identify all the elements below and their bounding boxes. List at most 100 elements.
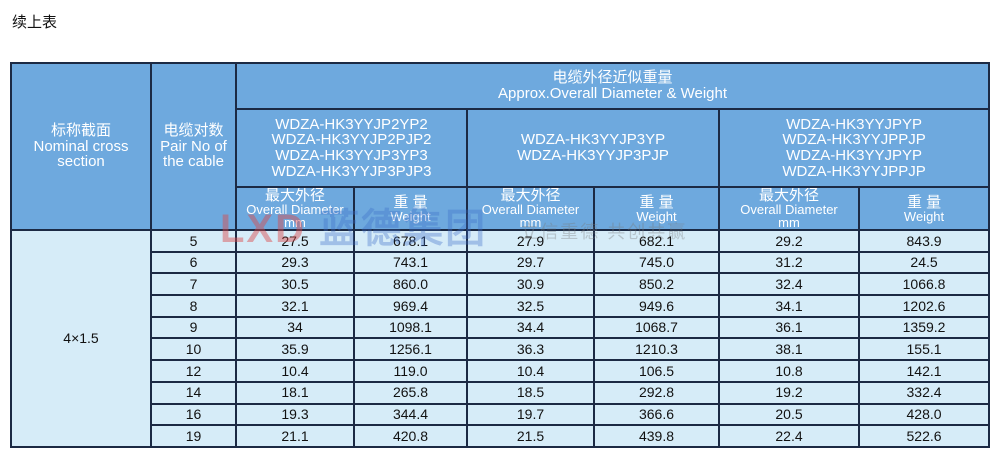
pair-count: 12 <box>150 359 237 383</box>
model-name: WDZA-HK3YYJP3YP3 <box>275 147 428 164</box>
weight-3: 155.1 <box>857 337 991 362</box>
diameter-3: 20.5 <box>718 402 860 427</box>
diameter-3: 36.1 <box>718 315 860 340</box>
weight-2: 439.8 <box>593 424 720 448</box>
weight-1: 969.4 <box>353 294 468 318</box>
table-caption: 续上表 <box>12 14 58 31</box>
diameter-2: 27.9 <box>466 229 595 253</box>
diameter-cn: 最大外径 <box>500 187 561 204</box>
model-name: WDZA-HK3YYJPYP <box>786 147 922 164</box>
table-row: 4×1.5 5 27.5 678.1 27.9 682.1 29.2 843.9 <box>10 229 991 448</box>
weight-3: 142.1 <box>857 359 991 383</box>
weight-1: 1098.1 <box>353 315 468 340</box>
weight-1: 678.1 <box>353 229 468 253</box>
diameter-en: Overall Diameter <box>246 202 344 217</box>
weight-2: 1068.7 <box>593 315 720 340</box>
diameter-1: 29.3 <box>235 250 355 275</box>
diameter-2: 21.5 <box>466 424 595 448</box>
header-weight: 重 量 Weight <box>857 186 991 231</box>
table-row: 8 32.1 969.4 32.5 949.6 34.1 1202.6 <box>11 294 991 318</box>
diameter-1: 30.5 <box>235 272 355 297</box>
weight-en: Weight <box>636 208 677 224</box>
model-group-2: WDZA-HK3YYJP3YP WDZA-HK3YYJP3PJP <box>466 108 720 188</box>
weight-en: Weight <box>390 208 431 224</box>
pair-count: 8 <box>150 294 237 318</box>
model-name: WDZA-HK3YYJPPJP <box>782 162 926 180</box>
table-row: 12 10.4 119.0 10.4 106.5 10.8 142.1 <box>11 359 991 383</box>
header-weight: 重 量 Weight <box>353 186 468 231</box>
diameter-1: 10.4 <box>235 359 355 383</box>
diameter-unit: mm <box>284 215 306 230</box>
table-row: 19 21.1 420.8 21.5 439.8 22.4 522.6 <box>11 424 991 448</box>
weight-3: 1359.2 <box>857 315 991 340</box>
weight-1: 420.8 <box>353 424 468 448</box>
section-en: Nominal cross section <box>33 137 129 171</box>
group-cn: 电缆外径近似重量 <box>552 69 673 87</box>
table-row: 14 18.1 265.8 18.5 292.8 19.2 332.4 <box>11 380 991 405</box>
weight-3: 24.5 <box>857 250 991 275</box>
diameter-3: 19.2 <box>718 380 860 405</box>
diameter-unit: mm <box>519 215 542 230</box>
diameter-2: 34.4 <box>466 315 595 340</box>
diameter-en: Overall Diameter <box>740 202 838 217</box>
pair-count: 10 <box>150 337 237 362</box>
diameter-2: 32.5 <box>466 294 595 318</box>
weight-2: 682.1 <box>593 229 720 253</box>
weight-2: 292.8 <box>593 380 720 405</box>
model-name: WDZA-HK3YYJPPJP <box>782 131 926 149</box>
weight-2: 1210.3 <box>593 337 720 362</box>
weight-1: 1256.1 <box>353 337 468 362</box>
weight-3: 332.4 <box>857 380 991 405</box>
section-cn: 标称截面 <box>50 121 111 139</box>
section-value: 4×1.5 <box>10 229 152 448</box>
weight-3: 428.0 <box>857 402 991 427</box>
weight-cn: 重 量 <box>906 193 942 211</box>
diameter-2: 10.4 <box>466 359 595 383</box>
diameter-3: 32.4 <box>718 272 860 297</box>
table-row: 9 34 1098.1 34.4 1068.7 36.1 1359.2 <box>11 315 991 340</box>
diameter-1: 32.1 <box>235 294 355 318</box>
diameter-cn: 最大外径 <box>758 187 819 204</box>
weight-3: 843.9 <box>857 229 991 253</box>
header-diameter: 最大外径 Overall Diameter mm <box>718 186 860 231</box>
diameter-1: 34 <box>235 315 355 340</box>
weight-3: 1066.8 <box>857 272 991 297</box>
weight-2: 949.6 <box>593 294 720 318</box>
diameter-cn: 最大外径 <box>264 187 325 204</box>
model-name: WDZA-HK3YYJP3YP <box>520 131 666 149</box>
pair-count: 5 <box>150 229 237 253</box>
header-pair: 电缆对数 Pair No of the cable <box>150 62 237 231</box>
weight-2: 745.0 <box>593 250 720 275</box>
diameter-1: 35.9 <box>235 337 355 362</box>
table-row: 10 35.9 1256.1 36.3 1210.3 38.1 155.1 <box>11 337 991 362</box>
model-name: WDZA-HK3YYJP3PJP <box>517 147 669 164</box>
model-group-1: WDZA-HK3YYJP2YP2 WDZA-HK3YYJP2PJP2 WDZA-HK… <box>235 108 468 188</box>
diameter-unit: mm <box>778 215 800 230</box>
diameter-3: 22.4 <box>718 424 860 448</box>
header-group: 电缆外径近似重量 Approx.Overall Diameter & Weigh… <box>234 62 991 110</box>
pair-count: 16 <box>150 402 237 427</box>
diameter-en: Overall Diameter <box>481 202 580 217</box>
weight-2: 106.5 <box>593 359 720 383</box>
model-name: WDZA-HK3YYJPYP <box>786 115 922 133</box>
pair-count: 9 <box>150 315 237 340</box>
diameter-3: 38.1 <box>718 337 860 362</box>
diameter-2: 30.9 <box>466 272 595 297</box>
diameter-3: 31.2 <box>718 250 860 275</box>
table-row: 6 29.3 743.1 29.7 745.0 31.2 24.5 <box>11 250 991 275</box>
weight-3: 1202.6 <box>857 294 991 318</box>
weight-cn: 重 量 <box>639 193 674 211</box>
weight-1: 344.4 <box>353 402 468 427</box>
group-en: Approx.Overall Diameter & Weight <box>498 85 728 102</box>
weight-cn: 重 量 <box>393 193 428 211</box>
weight-1: 743.1 <box>353 250 468 275</box>
model-name: WDZA-HK3YYJP3PJP3 <box>271 162 432 180</box>
header-section: 标称截面 Nominal cross section <box>10 62 152 231</box>
model-name: WDZA-HK3YYJP2PJP2 <box>271 131 432 149</box>
weight-1: 119.0 <box>353 359 468 383</box>
diameter-1: 27.5 <box>235 229 355 253</box>
weight-2: 366.6 <box>593 402 720 427</box>
weight-2: 850.2 <box>593 272 720 297</box>
header-weight: 重 量 Weight <box>593 186 720 231</box>
pair-count: 6 <box>150 250 237 275</box>
